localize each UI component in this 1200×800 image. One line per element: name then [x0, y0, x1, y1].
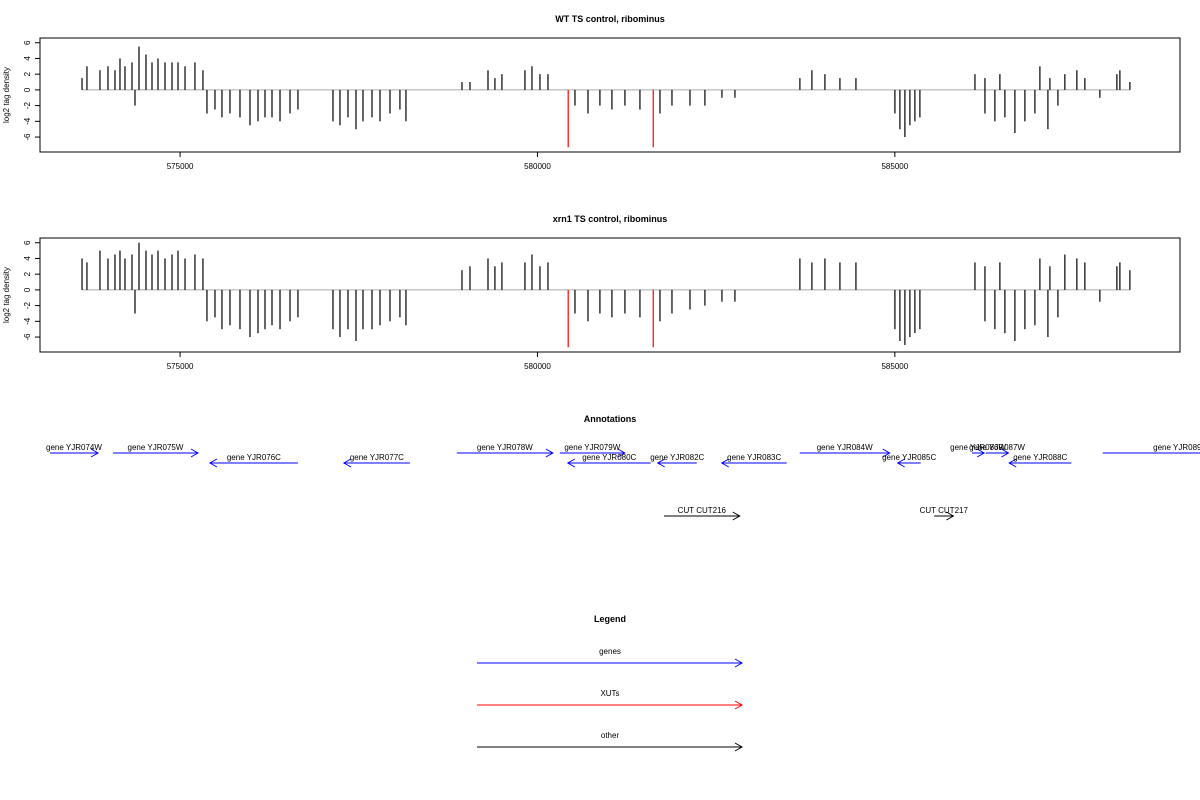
y-axis-label: log2 tag density — [2, 267, 11, 323]
gene-arrow — [972, 448, 986, 458]
gene-label: gene YJR079W — [564, 443, 620, 452]
y-tick-label: -4 — [23, 117, 32, 125]
track-title: xrn1 TS control, ribominus — [553, 214, 668, 224]
y-tick-label: 6 — [23, 40, 32, 45]
gene-arrow — [799, 448, 891, 458]
gene-arrow — [50, 448, 99, 458]
legend-arrow — [477, 700, 744, 710]
y-tick-label: 0 — [23, 287, 32, 292]
cut-arrow — [934, 511, 955, 521]
y-tick-label: 6 — [23, 240, 32, 245]
legend-arrow — [477, 742, 744, 752]
y-tick-label: -6 — [23, 333, 32, 341]
gene-arrow — [208, 458, 298, 468]
track-title: WT TS control, ribominus — [555, 14, 665, 24]
gene-arrow — [1008, 458, 1072, 468]
gene-arrow — [559, 448, 626, 458]
legend-arrow — [477, 658, 744, 668]
gene-arrow — [1102, 452, 1200, 454]
gene-label: gene YJR089W — [1153, 443, 1200, 452]
plot-frame — [39, 37, 1181, 153]
y-tick-label: 0 — [23, 87, 32, 92]
y-tick-label: 2 — [23, 271, 32, 276]
cut-label: CUT CUT216 — [678, 506, 727, 515]
y-tick-label: 2 — [23, 71, 32, 76]
gene-label: gene YJR075W — [128, 443, 184, 452]
legend-label: genes — [599, 647, 621, 656]
y-axis-label: log2 tag density — [2, 67, 11, 123]
x-tick-label: 580000 — [524, 162, 551, 171]
y-tick-label: -2 — [23, 302, 32, 310]
gene-label: gene YJR084W — [817, 443, 873, 452]
gene-arrow — [566, 458, 651, 468]
cut-arrow — [663, 511, 741, 521]
y-tick-label: 4 — [23, 256, 32, 261]
gene-label: gene YJR074W — [46, 443, 102, 452]
y-tick-label: -2 — [23, 102, 32, 110]
gene-label: gene YJR078W — [477, 443, 533, 452]
x-tick-label: 575000 — [167, 162, 194, 171]
gene-label: gene YJR088C — [1013, 453, 1067, 462]
cut-label: CUT CUT217 — [920, 506, 969, 515]
gene-label: gene YJR082C — [650, 453, 704, 462]
gene-arrow — [720, 458, 787, 468]
plot-frame — [39, 237, 1181, 353]
x-tick-label: 580000 — [524, 362, 551, 371]
x-tick-label: 585000 — [881, 162, 908, 171]
gene-label: gene YJR076C — [227, 453, 281, 462]
legend-label: XUTs — [600, 689, 619, 698]
gene-label: gene YJR085C — [882, 453, 936, 462]
y-tick-label: -4 — [23, 317, 32, 325]
gene-label: gene YJR083C — [727, 453, 781, 462]
gene-label: gene YJR077C — [350, 453, 404, 462]
annotations-title: Annotations — [584, 414, 637, 424]
gene-label: gene YJR086W — [950, 443, 1006, 452]
legend-title: Legend — [594, 614, 626, 624]
gene-arrow — [656, 458, 697, 468]
y-tick-label: -6 — [23, 133, 32, 141]
gene-arrow — [342, 458, 410, 468]
gene-arrow — [112, 448, 199, 458]
gene-label: gene YJR087W — [969, 443, 1025, 452]
gene-arrow — [456, 448, 554, 458]
gene-arrow — [985, 448, 1010, 458]
gene-label: gene YJR080C — [582, 453, 636, 462]
gene-arrow — [896, 458, 921, 468]
x-tick-label: 575000 — [167, 362, 194, 371]
legend-label: other — [601, 731, 620, 740]
y-tick-label: 4 — [23, 56, 32, 61]
x-tick-label: 585000 — [881, 362, 908, 371]
